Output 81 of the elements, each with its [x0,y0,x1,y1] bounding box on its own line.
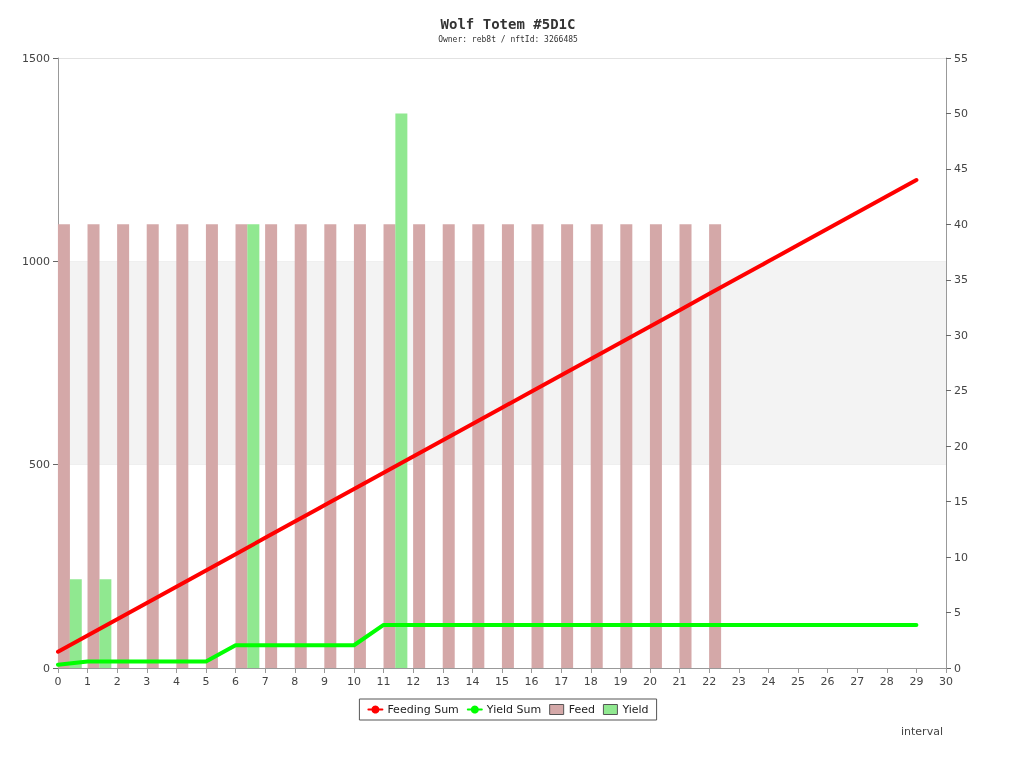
y2-tick-label: 10 [954,550,968,564]
y2-tick-label: 25 [954,384,968,398]
bar [176,224,189,668]
bar [205,224,218,668]
y-tick-label: 500 [29,458,50,472]
x-tick-label: 12 [406,675,421,688]
line-series [56,178,919,654]
bar [87,224,100,668]
x-tick-label: 1 [84,675,92,688]
bar [117,224,130,668]
bar [57,224,70,668]
legend-label: Yield [621,703,649,716]
legend-label: Yield Sum [485,703,542,716]
chart-title: Wolf Totem #5D1C [440,16,576,32]
y2-tick-label: 35 [954,273,968,287]
x-tick-label: 15 [495,675,509,688]
x-tick-label: 8 [291,675,299,688]
x-tick-label: 27 [850,675,865,688]
bar [383,224,396,668]
y2-tick-label: 30 [954,328,968,342]
x-tick-label: 0 [54,675,62,688]
x-tick-label: 17 [554,675,569,688]
bar [265,224,278,668]
y2-tick-label: 50 [954,106,968,120]
x-tick-label: 22 [702,675,717,688]
x-axis-title: interval [901,725,943,738]
bar [395,113,408,668]
bar [146,224,159,668]
bar [679,224,692,668]
x-tick-label: 6 [232,675,240,688]
x-tick-label: 30 [939,675,953,688]
x-tick-label: 4 [172,675,180,688]
x-tick-label: 29 [909,675,924,688]
x-tick-label: 14 [465,675,480,688]
chart-subtitle: Owner: reb8t / nftId: 3266485 [438,34,579,44]
bar [620,224,633,668]
bar [561,224,574,668]
bar [324,224,337,668]
bar [472,224,485,668]
bar [590,224,603,668]
legend-label: Feed [568,703,595,716]
x-tick-label: 16 [524,675,539,688]
x-tick-label: 28 [879,675,894,688]
x-tick-label: 18 [583,675,598,688]
y2-tick-label: 55 [954,51,968,65]
line-series [56,622,919,667]
x-tick-label: 11 [376,675,391,688]
y2-tick-label: 20 [954,439,968,453]
y2-tick-label: 45 [954,162,968,176]
x-tick-label: 10 [347,675,361,688]
y2-tick-label: 40 [954,217,968,231]
x-tick-label: 9 [320,675,328,688]
bar [531,224,544,668]
bar [294,224,307,668]
y2-tick-label: 5 [954,606,961,620]
x-tick-label: 2 [113,675,121,688]
x-tick-label: 25 [791,675,805,688]
x-tick-label: 26 [820,675,835,688]
x-tick-label: 23 [731,675,746,688]
x-tick-label: 3 [143,675,151,688]
bar [413,224,426,668]
y-tick-label: 0 [43,661,50,675]
x-tick-label: 21 [672,675,687,688]
bar [709,224,722,668]
bar [235,224,248,668]
legend-label: Feeding Sum [387,703,459,716]
x-tick-label: 20 [643,675,657,688]
x-tick-label: 13 [435,675,450,688]
y2-tick-label: 0 [954,661,961,675]
x-tick-label: 7 [261,675,269,688]
bar [501,224,514,668]
bar [442,224,455,668]
x-tick-label: 24 [761,675,776,688]
y-tick-label: 1000 [22,254,50,268]
y2-tick-label: 15 [954,495,968,509]
y-tick-label: 1500 [22,51,50,65]
x-tick-label: 5 [202,675,210,688]
x-tick-label: 19 [613,675,628,688]
bar [353,224,366,668]
bar [649,224,662,668]
bar [247,224,260,668]
